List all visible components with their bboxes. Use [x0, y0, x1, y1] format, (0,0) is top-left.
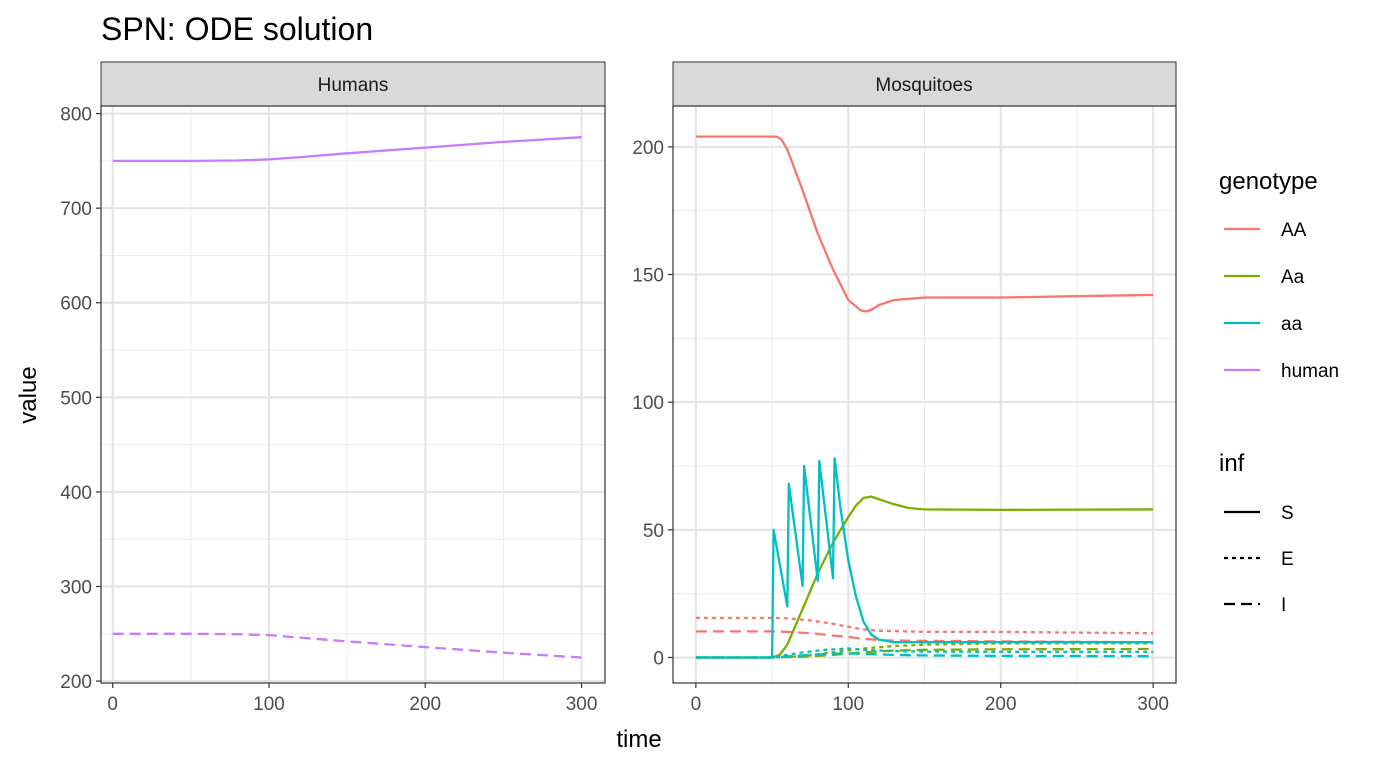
y-tick-label: 500 [60, 388, 92, 409]
series-line-Aa-S [695, 495, 1154, 659]
y-tick-label: 300 [60, 578, 92, 599]
x-tick-label: 100 [253, 694, 285, 715]
y-axis: 0 50 100 150 200 [632, 138, 673, 669]
series-line-Aa-E [695, 642, 1154, 659]
legend-inf: inf S E I [1219, 450, 1294, 616]
legend-label: E [1281, 549, 1294, 570]
series-line-human-I [112, 632, 582, 659]
panel-strip [100, 61, 606, 107]
y-tick-label: 400 [60, 483, 92, 504]
x-tick-label: 300 [566, 694, 598, 715]
y-tick-label: 50 [643, 521, 664, 542]
y-axis-title: value [15, 366, 42, 423]
y-axis: 200 300 400 500 600 700 800 [60, 105, 101, 693]
x-tick-label: 200 [409, 694, 441, 715]
series-lines [695, 135, 1154, 659]
series-line-AA-I [695, 630, 1154, 644]
series-line-human-S [112, 136, 582, 163]
x-axis: 0 100 200 300 [107, 683, 597, 715]
legend-label: Aa [1281, 267, 1305, 288]
grid [101, 106, 605, 683]
x-axis-title: time [616, 726, 661, 753]
series-line-aa-S [695, 457, 1154, 659]
strip-label: Humans [318, 75, 389, 96]
panel-humans: Humans 200 300 400 500 600 700 800 0 100 200 300 [60, 61, 606, 715]
panel-border [100, 105, 606, 684]
series-line-AA-S [695, 135, 1154, 313]
strip-label: Mosquitoes [875, 75, 972, 96]
legend-label: I [1281, 595, 1286, 616]
x-tick-label: 200 [985, 694, 1017, 715]
panel-border [672, 105, 1177, 684]
series-line-aa-I [695, 652, 1154, 659]
y-tick-label: 200 [632, 138, 664, 159]
y-tick-label: 700 [60, 199, 92, 220]
legend-label: S [1281, 503, 1294, 524]
y-tick-label: 200 [60, 672, 92, 693]
x-tick-label: 300 [1137, 694, 1169, 715]
legend-title: genotype [1219, 168, 1318, 195]
y-tick-label: 0 [653, 648, 664, 669]
x-axis: 0 100 200 300 [691, 683, 1169, 715]
legend-label: AA [1281, 220, 1307, 241]
x-tick-label: 0 [691, 694, 702, 715]
legend-label: aa [1281, 314, 1303, 335]
panel-mosquitoes: Mosquitoes 0 50 100 150 200 0 100 200 300 [632, 61, 1177, 715]
series-line-AA-E [695, 616, 1154, 635]
x-tick-label: 0 [107, 694, 118, 715]
y-tick-label: 600 [60, 294, 92, 315]
series-lines [112, 136, 582, 659]
x-tick-label: 100 [832, 694, 864, 715]
series-line-aa-E [695, 647, 1154, 659]
y-tick-label: 800 [60, 105, 92, 126]
y-tick-label: 150 [632, 266, 664, 287]
chart-title: SPN: ODE solution [101, 11, 373, 47]
grid [673, 106, 1176, 683]
legend-label: human [1281, 361, 1339, 382]
panel-strip [672, 61, 1177, 107]
legend-title: inf [1219, 450, 1245, 477]
y-tick-label: 100 [632, 393, 664, 414]
legend-genotype: genotype AA Aa aa human [1219, 168, 1339, 382]
